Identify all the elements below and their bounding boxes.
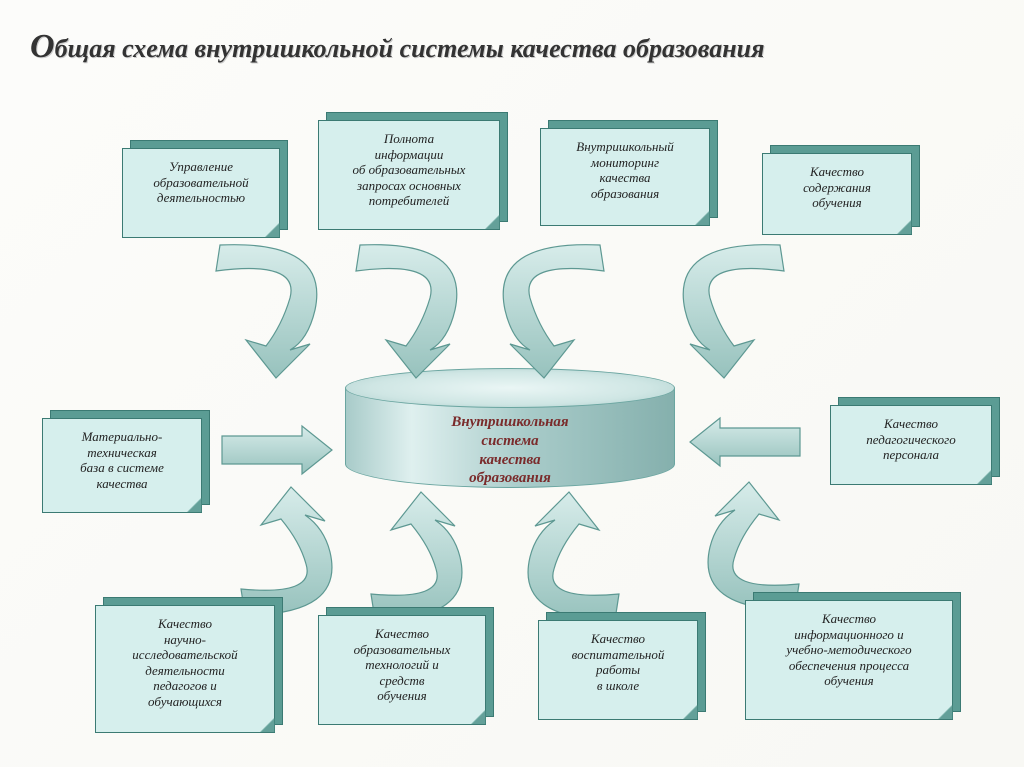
note-front: Качествоинформационного иучебно-методиче…: [745, 600, 953, 720]
note-text: Качествосодержанияобучения: [803, 164, 871, 210]
curved-arrow-up: [708, 482, 799, 610]
note-text: Качествообразовательныхтехнологий исредс…: [354, 626, 451, 703]
center-cylinder: Внутришкольнаясистемакачестваобразования: [345, 368, 675, 508]
note-info: Качествоинформационного иучебно-методиче…: [745, 600, 953, 720]
note-soder: Качествосодержанияобучения: [762, 153, 912, 235]
note-text: Внутришкольныймониторингкачестваобразова…: [576, 139, 673, 201]
note-pers: Качествопедагогическогоперсонала: [830, 405, 992, 485]
note-upr: Управлениеобразовательнойдеятельностью: [122, 148, 280, 238]
curved-arrow-down: [356, 245, 457, 378]
note-poln: Полнотаинформацииоб образовательныхзапро…: [318, 120, 500, 230]
curved-arrow-up: [371, 492, 462, 620]
note-front: Полнотаинформацииоб образовательныхзапро…: [318, 120, 500, 230]
page-fold-icon: [695, 211, 709, 225]
page-fold-icon: [977, 470, 991, 484]
page-fold-icon: [485, 215, 499, 229]
curved-arrow-down: [503, 245, 604, 378]
note-front: Качествопедагогическогоперсонала: [830, 405, 992, 485]
note-front: Качествовоспитательнойработыв школе: [538, 620, 698, 720]
page-fold-icon: [187, 498, 201, 512]
note-front: Качествообразовательныхтехнологий исредс…: [318, 615, 486, 725]
page-title: Общая схема внутришкольной системы качес…: [30, 28, 764, 66]
title-rest: бщая схема внутришкольной системы качест…: [55, 34, 765, 63]
note-text: Управлениеобразовательнойдеятельностью: [153, 159, 248, 205]
title-dropcap: О: [30, 28, 55, 65]
curved-arrow-up: [528, 492, 619, 620]
note-nauch: Качествонаучно-исследовательскойдеятельн…: [95, 605, 275, 733]
note-front: Качествонаучно-исследовательскойдеятельн…: [95, 605, 275, 733]
page-fold-icon: [471, 710, 485, 724]
note-text: Качествоинформационного иучебно-методиче…: [786, 611, 911, 688]
note-mtb: Материально-техническаябаза в системекач…: [42, 418, 202, 513]
note-tech: Качествообразовательныхтехнологий исредс…: [318, 615, 486, 725]
note-front: Управлениеобразовательнойдеятельностью: [122, 148, 280, 238]
note-front: Материально-техническаябаза в системекач…: [42, 418, 202, 513]
note-text: Полнотаинформацииоб образовательныхзапро…: [353, 131, 466, 208]
page-fold-icon: [265, 223, 279, 237]
note-monit: Внутришкольныймониторингкачестваобразова…: [540, 128, 710, 226]
page-fold-icon: [897, 220, 911, 234]
note-text: Качествонаучно-исследовательскойдеятельн…: [132, 616, 237, 709]
cylinder-label: Внутришкольнаясистемакачестваобразования: [345, 413, 675, 488]
page-fold-icon: [938, 705, 952, 719]
page-fold-icon: [683, 705, 697, 719]
block-arrow-left: [690, 418, 800, 466]
note-front: Внутришкольныймониторингкачестваобразова…: [540, 128, 710, 226]
cylinder-top: [345, 368, 675, 408]
note-vosp: Качествовоспитательнойработыв школе: [538, 620, 698, 720]
note-text: Качествовоспитательнойработыв школе: [572, 631, 665, 693]
block-arrow-right: [222, 426, 332, 474]
note-text: Материально-техническаябаза в системекач…: [80, 429, 164, 491]
curved-arrow-up: [241, 487, 332, 615]
curved-arrow-down: [683, 245, 784, 378]
page-fold-icon: [260, 718, 274, 732]
note-text: Качествопедагогическогоперсонала: [866, 416, 955, 462]
curved-arrow-down: [216, 245, 317, 378]
note-front: Качествосодержанияобучения: [762, 153, 912, 235]
